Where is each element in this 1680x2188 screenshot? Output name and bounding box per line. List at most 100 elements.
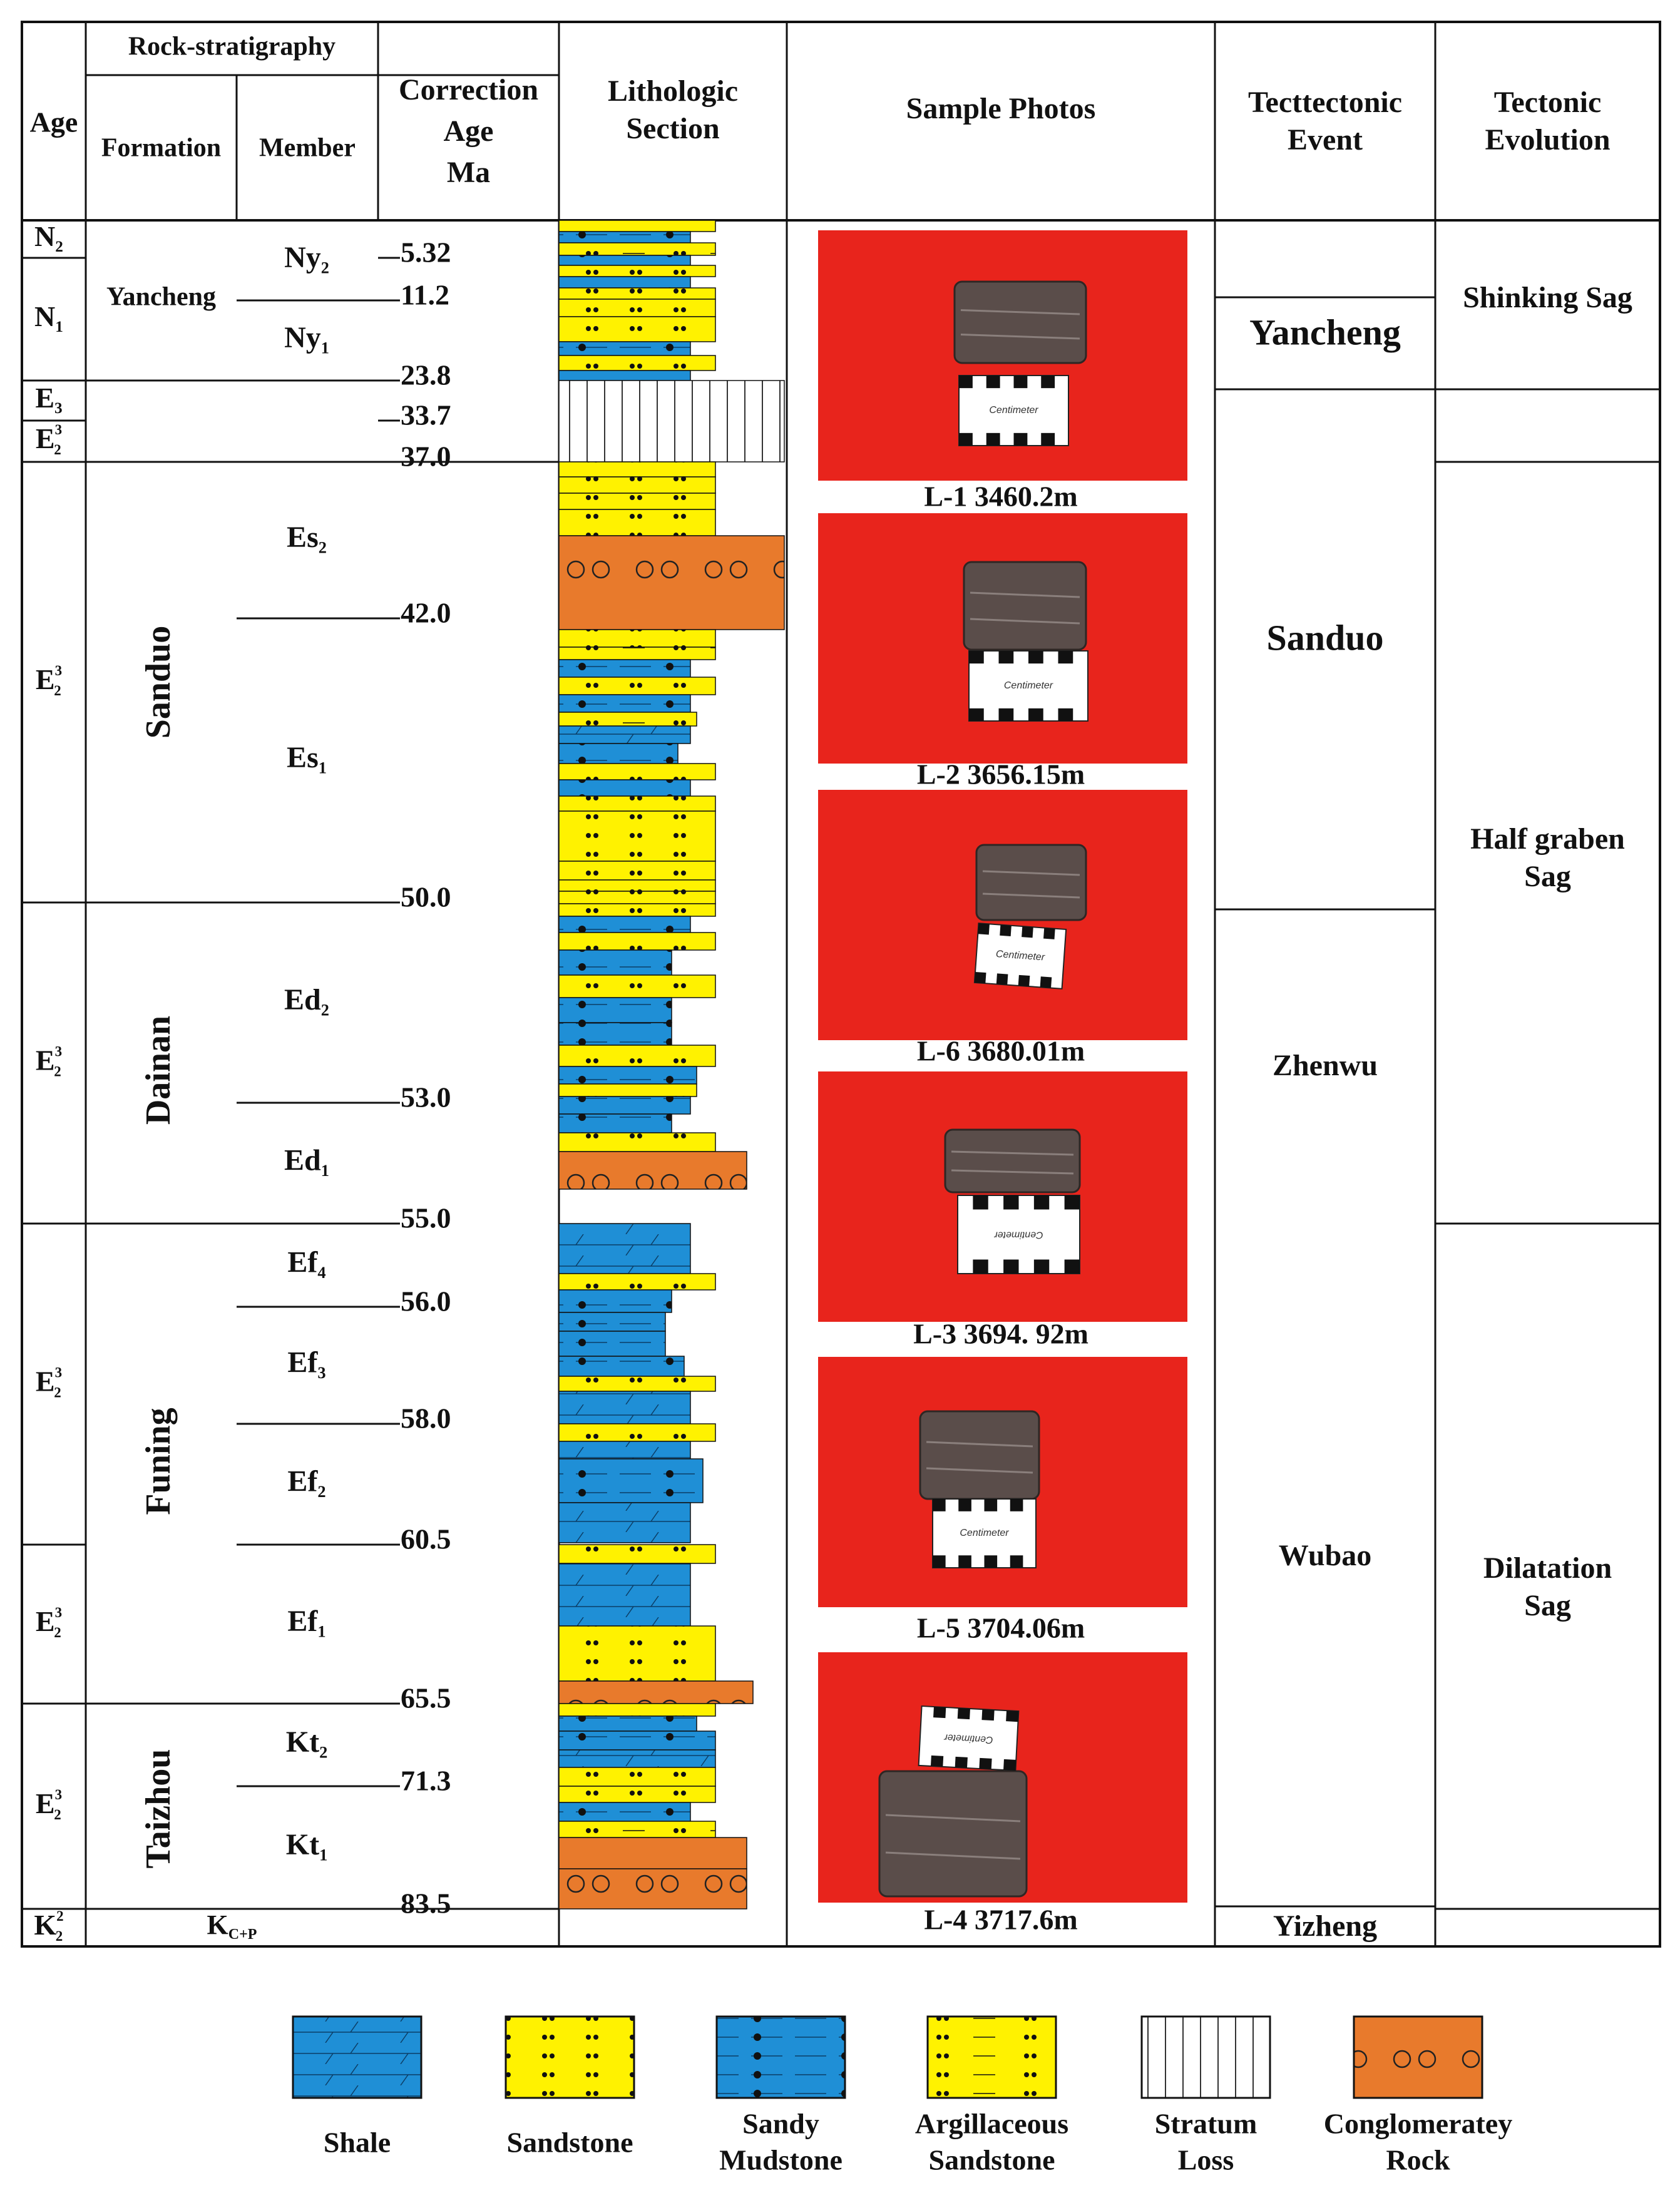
sample-caption-3: L-6 3680.01m bbox=[917, 1035, 1085, 1067]
correction-age-53.0: 53.0 bbox=[401, 1081, 451, 1113]
member-kt2-text: Kt2 bbox=[286, 1725, 328, 1761]
correction-age-58.0: 58.0 bbox=[401, 1403, 451, 1434]
litho-bed-cong bbox=[558, 1151, 747, 1190]
scale-card: Centimeter bbox=[932, 1498, 1037, 1568]
scale-tick bbox=[986, 432, 1000, 446]
rock-sample bbox=[944, 1128, 1081, 1194]
member-ef3: Ef3 bbox=[287, 1346, 325, 1382]
member-es1-text: Es1 bbox=[287, 741, 327, 777]
scale-tick bbox=[1003, 1195, 1019, 1210]
litho-bed-sand bbox=[558, 265, 716, 277]
formation-taizhou: Taizhou bbox=[139, 1749, 178, 1869]
scale-tick bbox=[1013, 432, 1028, 446]
header-formation: Formation bbox=[101, 134, 221, 163]
scale-tick bbox=[998, 708, 1014, 721]
litho-bed-sand bbox=[558, 1544, 716, 1564]
evolution-shinking-sag: Shinking Sag bbox=[1463, 281, 1632, 314]
litho-bed-mud bbox=[558, 1356, 685, 1377]
scale-tick bbox=[1041, 376, 1055, 389]
litho-bed-mud bbox=[558, 1066, 697, 1085]
litho-bed-sand bbox=[558, 493, 716, 510]
scale-tick bbox=[1033, 1259, 1050, 1274]
member-ed1: Ed1 bbox=[284, 1144, 329, 1180]
age-code: N1 bbox=[34, 300, 63, 335]
litho-bed-shale bbox=[558, 1391, 691, 1424]
litho-bed-argsand bbox=[558, 242, 716, 256]
rock-texture bbox=[970, 591, 1080, 598]
litho-bed-sand bbox=[558, 763, 716, 780]
rock-texture bbox=[926, 1441, 1033, 1448]
member-ed2: Ed2 bbox=[284, 983, 329, 1019]
litho-bed-cong bbox=[558, 1837, 747, 1869]
formation-funing: Funing bbox=[139, 1408, 178, 1515]
rock-sample bbox=[953, 280, 1087, 364]
sample-caption-2: L-2 3656.15m bbox=[917, 759, 1085, 790]
age-code: E3 2 bbox=[36, 1044, 62, 1080]
litho-bed-sand bbox=[558, 1273, 716, 1291]
event-sanduo: Sanduo bbox=[1266, 617, 1383, 658]
header-tectonic-evolution: Evolution bbox=[1485, 123, 1610, 156]
correction-age-60.5: 60.5 bbox=[401, 1523, 451, 1555]
header-correction-age: Age bbox=[444, 115, 494, 148]
litho-bed-mud bbox=[558, 1289, 672, 1313]
legend-item-conglomerate: Conglomeratey Rock bbox=[1324, 2015, 1512, 2176]
legend-label: Rock bbox=[1386, 2144, 1450, 2176]
litho-bed-mud bbox=[558, 743, 679, 764]
sample-caption-1: L-1 3460.2m bbox=[924, 481, 1077, 513]
age-code-text: E3 2 bbox=[36, 1787, 62, 1822]
litho-bed-sand bbox=[558, 1767, 716, 1787]
litho-bed-argsand bbox=[558, 647, 716, 660]
rock-texture bbox=[926, 1467, 1033, 1474]
scale-tick bbox=[1000, 924, 1012, 936]
litho-bed-argsand bbox=[558, 1083, 697, 1097]
litho-bed-sand bbox=[558, 1045, 716, 1067]
scale-tick bbox=[984, 1499, 998, 1511]
correction-age-42.0: 42.0 bbox=[401, 597, 451, 629]
litho-bed-sand bbox=[558, 509, 716, 536]
header-correction-age: Ma bbox=[447, 156, 490, 189]
evolution-dilatation-sag: Sag bbox=[1524, 1589, 1571, 1622]
scale-tick bbox=[933, 1555, 946, 1568]
rock-texture bbox=[960, 334, 1080, 340]
member-ef3-text: Ef3 bbox=[287, 1346, 325, 1382]
litho-bed-shale bbox=[558, 1223, 691, 1274]
litho-bed-mud bbox=[558, 779, 691, 797]
scale-tick bbox=[986, 376, 1000, 389]
member-kt2: Kt2 bbox=[286, 1725, 328, 1761]
age-code-text: N1 bbox=[34, 300, 63, 335]
scale-tick bbox=[969, 708, 984, 721]
event-zhenwu: Zhenwu bbox=[1273, 1049, 1378, 1082]
litho-bed-mud bbox=[558, 1113, 672, 1133]
legend-swatch bbox=[1353, 2015, 1483, 2099]
formation-dainan: Dainan bbox=[139, 1016, 178, 1125]
legend-label: Conglomeratey bbox=[1324, 2108, 1512, 2140]
member-ef2-text: Ef2 bbox=[287, 1465, 325, 1501]
correction-age-55.0: 55.0 bbox=[401, 1202, 451, 1234]
litho-bed-mud bbox=[558, 1715, 697, 1732]
sample-photo-1: Centimeter bbox=[818, 230, 1187, 481]
legend-label: Mudstone bbox=[719, 2144, 843, 2176]
litho-bed-sand bbox=[558, 1786, 716, 1803]
litho-bed-sand bbox=[558, 355, 716, 371]
scale-tick bbox=[973, 1259, 988, 1274]
scale-card-label: Centimeter bbox=[995, 949, 1045, 963]
age-code: N2 bbox=[34, 220, 63, 255]
litho-bed-mud bbox=[558, 1331, 666, 1357]
legend-item-stratum_loss: Stratum Loss bbox=[1140, 2015, 1271, 2176]
scale-tick bbox=[959, 376, 973, 389]
litho-bed-mud bbox=[558, 1458, 704, 1503]
litho-bed-mud bbox=[558, 255, 691, 266]
rock-texture bbox=[885, 1851, 1021, 1860]
litho-bed-sand bbox=[558, 299, 716, 317]
header-tectonic-event: Event bbox=[1288, 123, 1363, 156]
litho-bed-sand bbox=[558, 903, 716, 917]
litho-bed-mud bbox=[558, 341, 691, 356]
event-yizheng: Yizheng bbox=[1273, 1909, 1377, 1943]
scale-tick bbox=[1003, 1759, 1017, 1771]
rock-texture bbox=[970, 618, 1080, 625]
member-ed2-text: Ed2 bbox=[284, 983, 329, 1019]
litho-bed-mud bbox=[558, 949, 672, 976]
scale-tick bbox=[958, 1499, 971, 1511]
age-code: E3 2 bbox=[36, 1787, 62, 1822]
